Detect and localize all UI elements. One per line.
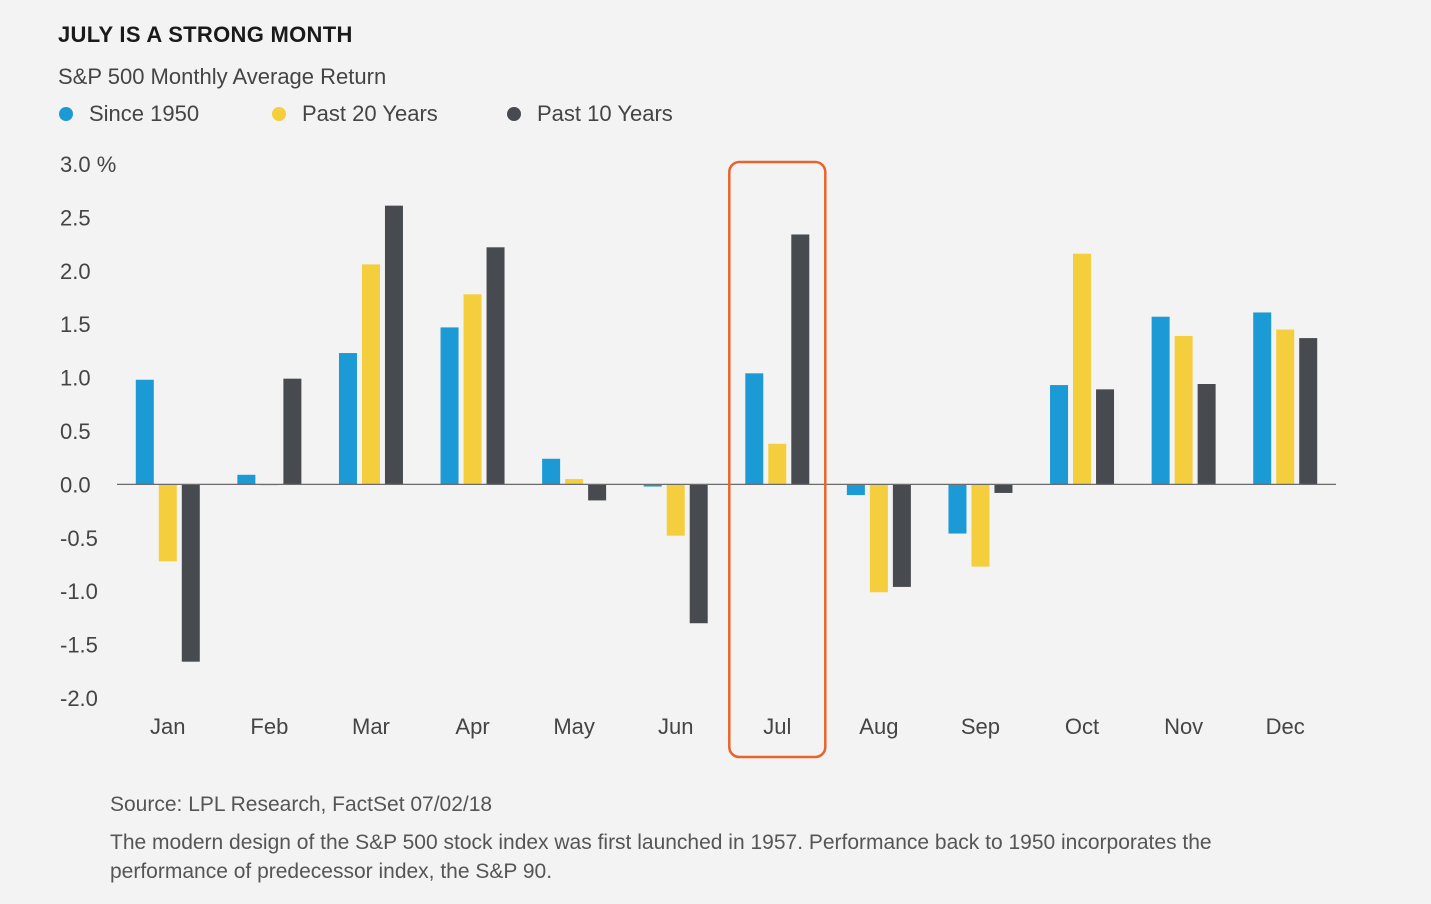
bar-jul-past-20-years (768, 443, 787, 485)
bar-sep-past-20-years (971, 484, 990, 567)
bar-oct-past-10-years (1096, 389, 1115, 485)
y-tick-label: -0.5 (60, 526, 98, 551)
bar-mar-since-1950 (338, 353, 357, 485)
x-tick-label: Mar (352, 714, 390, 739)
bar-may-past-20-years (565, 479, 584, 485)
y-tick-label: 0.0 (60, 472, 91, 497)
x-tick-label: Jan (150, 714, 185, 739)
bar-mar-past-20-years (361, 264, 380, 485)
x-tick-label: Jul (763, 714, 791, 739)
bar-dec-past-20-years (1276, 329, 1295, 485)
bar-nov-past-20-years (1174, 335, 1193, 485)
y-tick-label: 2.0 (60, 259, 91, 284)
x-tick-label: Jun (658, 714, 693, 739)
legend-swatch-past-20-years (272, 107, 286, 121)
bar-dec-past-10-years (1299, 338, 1318, 485)
bar-jul-past-10-years (791, 234, 810, 485)
bar-jan-since-1950 (135, 379, 154, 485)
x-tick-label: Nov (1164, 714, 1203, 739)
bar-aug-since-1950 (846, 484, 865, 496)
bar-nov-since-1950 (1151, 316, 1170, 485)
bar-apr-past-20-years (463, 294, 482, 485)
x-tick-label: Dec (1266, 714, 1305, 739)
bar-jan-past-10-years (181, 484, 200, 662)
bar-apr-past-10-years (486, 247, 505, 485)
bar-feb-since-1950 (237, 474, 256, 485)
bar-oct-past-20-years (1073, 253, 1092, 485)
x-tick-label: Aug (859, 714, 898, 739)
highlight-box-jul (728, 160, 827, 759)
bar-mar-past-10-years (384, 205, 403, 485)
bar-aug-past-20-years (869, 484, 888, 593)
methodology-note: The modern design of the S&P 500 stock i… (110, 831, 1212, 883)
y-tick-label: 0.5 (60, 419, 91, 444)
x-tick-label: Sep (961, 714, 1000, 739)
bar-jun-past-10-years (689, 484, 708, 624)
chart-subtitle: S&P 500 Monthly Average Return (58, 64, 387, 89)
bar-apr-since-1950 (440, 327, 459, 485)
y-tick-label: 1.5 (60, 312, 91, 337)
x-tick-label: Feb (250, 714, 288, 739)
bar-jul-since-1950 (745, 373, 764, 485)
bar-aug-past-10-years (892, 484, 911, 587)
bar-dec-since-1950 (1253, 312, 1272, 485)
bar-jun-since-1950 (643, 484, 662, 487)
legend-item-since-1950: Since 1950 (59, 101, 199, 127)
x-tick-label: Apr (455, 714, 489, 739)
legend-item-past-20-years: Past 20 Years (272, 101, 438, 127)
legend-label-past-10-years: Past 10 Years (537, 101, 673, 126)
bar-may-since-1950 (542, 458, 561, 485)
source-note: Source: LPL Research, FactSet 07/02/18 (110, 793, 493, 816)
legend-label-since-1950: Since 1950 (89, 101, 200, 126)
x-tick-label: Oct (1065, 714, 1099, 739)
legend-label-past-20-years: Past 20 Years (302, 101, 438, 126)
legend-item-past-10-years: Past 10 Years (507, 101, 673, 127)
bar-jan-past-20-years (158, 484, 177, 562)
y-tick-label: 1.0 (60, 366, 91, 391)
y-tick-label: 3.0 % (60, 152, 116, 177)
chart-title: JULY IS A STRONG MONTH (58, 22, 353, 47)
bar-feb-past-10-years (283, 378, 302, 485)
legend-swatch-past-10-years (507, 107, 521, 121)
bar-sep-past-10-years (994, 484, 1013, 493)
y-tick-label: 2.5 (60, 205, 91, 230)
bar-sep-since-1950 (948, 484, 967, 534)
y-tick-label: -1.0 (60, 579, 98, 604)
x-tick-label: May (553, 714, 595, 739)
bar-may-past-10-years (588, 484, 607, 501)
y-tick-label: -2.0 (60, 686, 98, 711)
legend-swatch-since-1950 (59, 107, 73, 121)
y-tick-label: -1.5 (60, 633, 98, 658)
bar-jun-past-20-years (666, 484, 685, 536)
bar-oct-since-1950 (1050, 385, 1069, 485)
bar-nov-past-10-years (1197, 384, 1216, 485)
